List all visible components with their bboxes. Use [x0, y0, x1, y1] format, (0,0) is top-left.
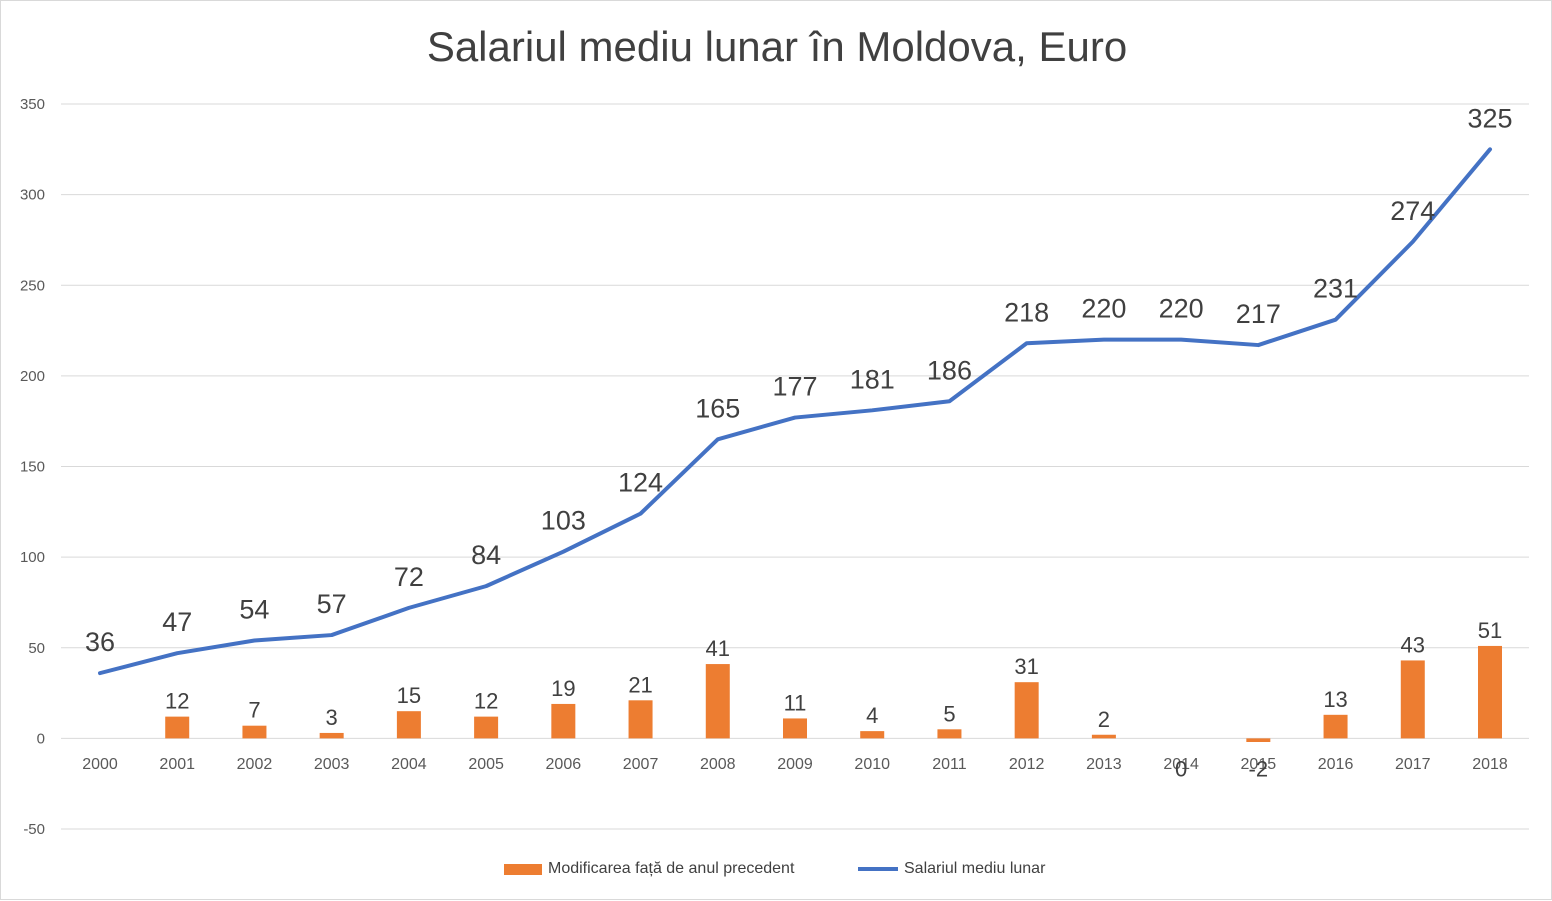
line-data-label: 124: [618, 468, 663, 498]
bar: [319, 732, 344, 739]
bar-data-label: 12: [474, 689, 498, 714]
bar-data-label: 31: [1014, 654, 1038, 679]
line-data-label: 186: [927, 355, 972, 385]
line-data-label: 165: [695, 393, 740, 423]
bar: [705, 664, 730, 739]
y-tick-label: 100: [20, 549, 45, 566]
bar: [396, 711, 421, 739]
bar-data-label: 15: [397, 683, 421, 708]
bar-data-label: 41: [706, 636, 730, 661]
bar-data-label: 19: [551, 676, 575, 701]
x-tick-label: 2007: [623, 756, 659, 773]
line-data-label: 217: [1236, 299, 1281, 329]
x-tick-label: 2013: [1086, 756, 1122, 773]
line-data-label: 231: [1313, 274, 1358, 304]
line-data-label: 72: [394, 562, 424, 592]
line-data-label: 36: [85, 627, 115, 657]
bar-data-label: 7: [248, 698, 260, 723]
bar: [628, 700, 653, 739]
x-tick-label: 2016: [1318, 756, 1354, 773]
bar: [783, 718, 807, 739]
line-data-label: 181: [850, 364, 895, 394]
chart-title: Salariul mediu lunar în Moldova, Euro: [426, 23, 1128, 70]
x-tick-label: 2001: [159, 756, 195, 773]
line-data-label: 54: [239, 595, 269, 625]
bar: [165, 716, 190, 739]
line-data-label: 218: [1004, 297, 1049, 327]
line-data-label: 220: [1081, 294, 1126, 324]
x-tick-label: 2017: [1395, 756, 1431, 773]
bar: [551, 703, 576, 739]
x-tick-label: 2004: [391, 756, 427, 773]
legend-label-line: Salariul mediu lunar: [904, 860, 1046, 877]
bar: [937, 729, 962, 739]
bar-data-label: 0: [1175, 756, 1187, 781]
y-tick-label: 250: [20, 277, 45, 294]
bar: [860, 731, 885, 739]
bar-data-label: 21: [628, 672, 652, 697]
x-tick-label: 2012: [1009, 756, 1045, 773]
legend-item-bars: Modificarea față de anul precedent: [504, 859, 794, 879]
line-data-label: 274: [1390, 196, 1435, 226]
legend-swatch-line: [858, 867, 898, 871]
x-tick-label: 2009: [777, 756, 813, 773]
x-tick-label: 2018: [1472, 756, 1508, 773]
y-tick-label: 150: [20, 459, 45, 476]
line-data-label: 325: [1467, 103, 1512, 133]
bar-data-label: -2: [1249, 756, 1269, 781]
bar-data-label: 51: [1478, 618, 1502, 643]
x-tick-label: 2011: [932, 756, 967, 773]
legend-item-line: Salariul mediu lunar: [858, 859, 1045, 879]
bar: [1246, 738, 1271, 742]
bar-data-label: 13: [1323, 687, 1347, 712]
line-data-label: 47: [162, 607, 192, 637]
y-tick-label: -50: [23, 821, 45, 838]
x-tick-label: 2015: [1241, 756, 1277, 773]
line-data-label: 57: [317, 589, 347, 619]
legend-swatch-bar: [504, 863, 542, 875]
bar: [1014, 682, 1039, 739]
x-tick-label: 2010: [854, 756, 890, 773]
bar-data-label: 43: [1401, 632, 1425, 657]
x-tick-label: 2008: [700, 756, 736, 773]
y-tick-label: 200: [20, 368, 45, 385]
y-tick-label: 350: [20, 96, 45, 113]
line-data-label: 177: [772, 372, 817, 402]
bar: [242, 725, 267, 739]
bar: [474, 716, 499, 739]
x-tick-label: 2006: [546, 756, 582, 773]
bar-data-label: 4: [866, 703, 878, 728]
y-tick-label: 0: [37, 730, 45, 747]
x-tick-label: 2002: [237, 756, 273, 773]
bar-data-label: 5: [943, 701, 955, 726]
x-tick-label: 2014: [1163, 756, 1199, 773]
bar-data-label: 3: [326, 705, 338, 730]
x-tick-label: 2000: [82, 756, 118, 773]
bar: [1478, 645, 1502, 739]
line-data-label: 103: [541, 506, 586, 536]
line-data-label: 220: [1159, 294, 1204, 324]
bar-data-label: 11: [784, 690, 807, 715]
bar: [1091, 734, 1116, 739]
bar: [1323, 714, 1348, 739]
y-tick-label: 50: [28, 640, 45, 657]
bar-data-label: 12: [165, 689, 189, 714]
x-tick-label: 2003: [314, 756, 350, 773]
line-data-label: 84: [471, 540, 501, 570]
legend-label-bars: Modificarea față de anul precedent: [548, 860, 795, 877]
bar-data-label: 2: [1098, 707, 1110, 732]
series-line: [98, 147, 1492, 676]
x-tick-label: 2005: [468, 756, 504, 773]
y-tick-label: 300: [20, 187, 45, 204]
bar: [1400, 660, 1425, 739]
